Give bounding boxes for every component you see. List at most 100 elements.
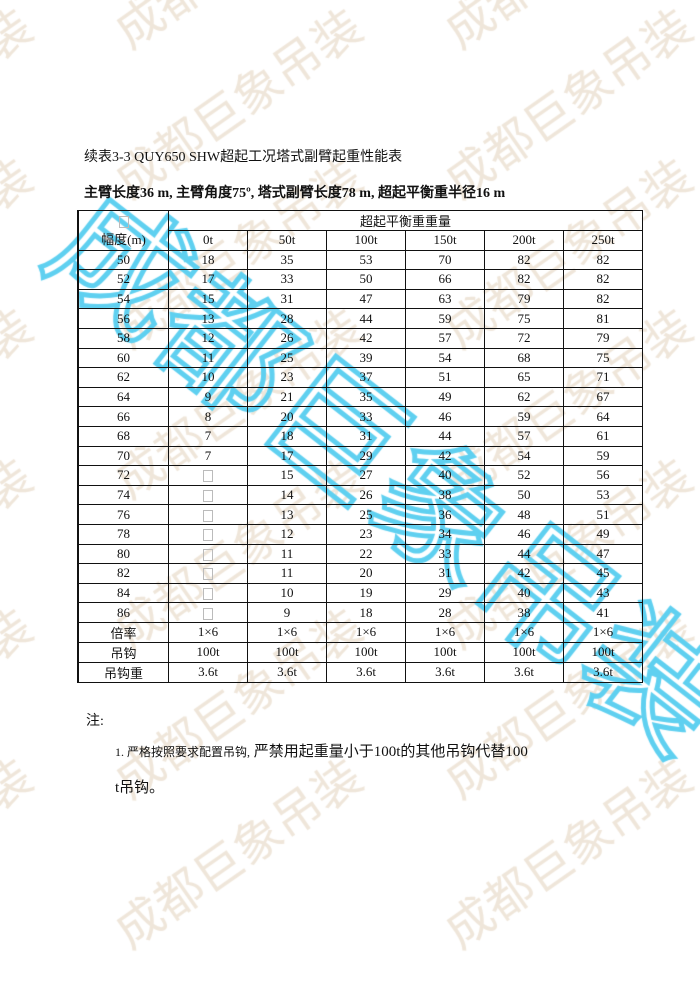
table-cell: 12 bbox=[168, 327, 248, 349]
table-cell: 57 bbox=[405, 327, 485, 349]
column-header: 250t bbox=[563, 230, 643, 251]
table-cell: 1×6 bbox=[484, 621, 564, 643]
table-cell: 53 bbox=[326, 249, 406, 271]
missing-glyph-icon bbox=[203, 470, 213, 483]
table-cell: 50 bbox=[484, 484, 564, 506]
table-cell: 1×6 bbox=[247, 621, 327, 643]
radius-header-label: 幅度(m) bbox=[101, 231, 146, 247]
row-label: 60 bbox=[77, 347, 169, 369]
table-cell: 100t bbox=[484, 641, 564, 663]
note-line-1: 1. 严格按照要求配置吊钩, 严禁用起重量小于100t的其他吊钩代替100 bbox=[115, 740, 528, 761]
missing-glyph-icon bbox=[203, 529, 213, 542]
row-label: 吊钩重 bbox=[77, 661, 169, 683]
table-cell: 31 bbox=[326, 425, 406, 447]
table-cell: 40 bbox=[484, 582, 564, 604]
table-cell: 11 bbox=[247, 563, 327, 584]
missing-glyph-icon bbox=[118, 215, 129, 228]
table-cell: 46 bbox=[484, 523, 564, 545]
row-label: 70 bbox=[77, 445, 169, 467]
header-row: 幅度(m) 超起平衡重重量 bbox=[77, 210, 643, 251]
table-cell: 10 bbox=[247, 582, 327, 604]
table-cell: 42 bbox=[326, 327, 406, 349]
table-cell: 27 bbox=[326, 465, 406, 486]
column-header: 100t bbox=[326, 230, 406, 251]
missing-glyph-icon bbox=[203, 490, 213, 503]
table-row: 50 18 35 53 70 82 82 bbox=[77, 249, 643, 271]
table-cell: 1×6 bbox=[168, 621, 248, 643]
table-cell bbox=[168, 504, 248, 525]
table-cell: 33 bbox=[405, 543, 485, 565]
note-line-1-prefix: 1. 严格按照要求配置吊钩, bbox=[115, 745, 251, 759]
table-cell: 19 bbox=[326, 582, 406, 604]
table-cell: 31 bbox=[247, 288, 327, 310]
table-cell: 8 bbox=[168, 406, 248, 427]
table-cell: 82 bbox=[563, 269, 643, 290]
table-cell: 29 bbox=[405, 582, 485, 604]
table-row: 64 9 21 35 49 62 67 bbox=[77, 386, 643, 408]
table-cell: 21 bbox=[247, 386, 327, 408]
table-cell: 36 bbox=[405, 504, 485, 525]
table-cell: 43 bbox=[563, 582, 643, 604]
table-cell: 79 bbox=[484, 288, 564, 310]
table-cell: 37 bbox=[326, 367, 406, 388]
table-cell: 13 bbox=[168, 308, 248, 329]
table-cell: 9 bbox=[247, 602, 327, 623]
table-cell: 70 bbox=[405, 249, 485, 271]
table-cell: 7 bbox=[168, 425, 248, 447]
table-cell: 3.6t bbox=[247, 661, 327, 683]
table-cell bbox=[168, 582, 248, 604]
column-header: 150t bbox=[405, 230, 485, 251]
table-cell: 11 bbox=[247, 543, 327, 565]
row-label: 74 bbox=[77, 484, 169, 506]
table-row: 66 8 20 33 46 59 64 bbox=[77, 406, 643, 427]
row-label: 76 bbox=[77, 504, 169, 525]
table-row: 52 17 33 50 66 82 82 bbox=[77, 269, 643, 290]
table-title: 续表3-3 QUY650 SHW超起工况塔式副臂起重性能表 bbox=[84, 150, 403, 165]
table-cell: 59 bbox=[563, 445, 643, 467]
table-cell: 40 bbox=[405, 465, 485, 486]
table-cell: 82 bbox=[563, 288, 643, 310]
table-cell: 50 bbox=[326, 269, 406, 290]
table-cell: 48 bbox=[484, 504, 564, 525]
table-row: 60 11 25 39 54 68 75 bbox=[77, 347, 643, 369]
table-cell: 52 bbox=[484, 465, 564, 486]
row-label: 78 bbox=[77, 523, 169, 545]
missing-glyph-icon bbox=[203, 588, 213, 600]
radius-header: 幅度(m) bbox=[77, 210, 169, 251]
table-cell: 79 bbox=[563, 327, 643, 349]
row-label: 倍率 bbox=[77, 621, 169, 643]
table-cell: 53 bbox=[563, 484, 643, 506]
table-cell: 54 bbox=[405, 347, 485, 369]
table-cell: 13 bbox=[247, 504, 327, 525]
table-cell: 15 bbox=[168, 288, 248, 310]
table-cell: 47 bbox=[563, 543, 643, 565]
table-cell: 39 bbox=[326, 347, 406, 369]
table-cell: 35 bbox=[326, 386, 406, 408]
table-cell: 63 bbox=[405, 288, 485, 310]
table-cell: 51 bbox=[563, 504, 643, 525]
missing-glyph-icon bbox=[203, 568, 213, 581]
table-cell: 68 bbox=[484, 347, 564, 369]
table-cell: 15 bbox=[247, 465, 327, 486]
row-label: 58 bbox=[77, 327, 169, 349]
table-cell: 75 bbox=[563, 347, 643, 369]
table-cell: 100t bbox=[563, 641, 643, 663]
table-cell: 57 bbox=[484, 425, 564, 447]
table-cell: 18 bbox=[326, 602, 406, 623]
column-header: 0t bbox=[168, 230, 248, 251]
table-row: 78 12 23 34 46 49 bbox=[77, 523, 643, 545]
table-cell: 100t bbox=[247, 641, 327, 663]
table-cell: 9 bbox=[168, 386, 248, 408]
table-cell: 82 bbox=[484, 269, 564, 290]
missing-glyph-icon bbox=[203, 607, 213, 620]
row-label: 50 bbox=[77, 249, 169, 271]
table-cell: 67 bbox=[563, 386, 643, 408]
table-cell: 34 bbox=[405, 523, 485, 545]
table-cell: 10 bbox=[168, 367, 248, 388]
row-label: 64 bbox=[77, 386, 169, 408]
table-cell: 81 bbox=[563, 308, 643, 329]
table-row: 62 10 23 37 51 65 71 bbox=[77, 367, 643, 388]
table-cell: 75 bbox=[484, 308, 564, 329]
table-row: 56 13 28 44 59 75 81 bbox=[77, 308, 643, 329]
table-cell: 64 bbox=[563, 406, 643, 427]
